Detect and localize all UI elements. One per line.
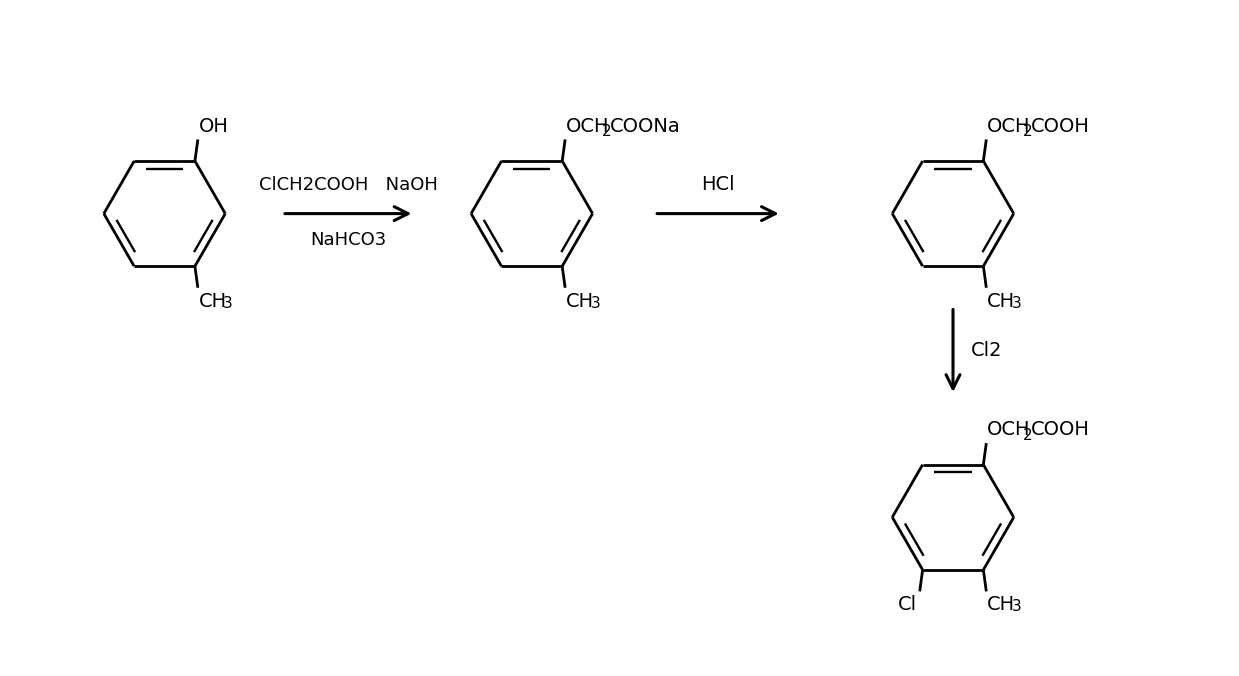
Text: COOH: COOH [1031, 420, 1090, 439]
Text: CH: CH [566, 291, 595, 311]
Text: Cl2: Cl2 [970, 341, 1002, 360]
Text: ClCH2COOH   NaOH: ClCH2COOH NaOH [259, 176, 437, 194]
Text: CH: CH [987, 596, 1016, 614]
Text: HCl: HCl [701, 175, 735, 194]
Text: OH: OH [198, 116, 229, 136]
Text: OCH: OCH [987, 420, 1031, 439]
Text: COOH: COOH [1031, 116, 1090, 136]
Text: 3: 3 [1012, 295, 1021, 310]
Text: 3: 3 [591, 295, 601, 310]
Text: OCH: OCH [987, 116, 1031, 136]
Text: NaHCO3: NaHCO3 [310, 231, 387, 249]
Text: OCH: OCH [566, 116, 610, 136]
Text: CH: CH [198, 291, 227, 311]
Text: CH: CH [987, 291, 1016, 311]
Text: 3: 3 [223, 295, 233, 310]
Text: 2: 2 [1022, 428, 1032, 443]
Text: 2: 2 [1022, 124, 1032, 139]
Text: Cl: Cl [897, 596, 917, 614]
Text: 3: 3 [1012, 599, 1021, 614]
Text: 2: 2 [601, 124, 611, 139]
Text: COONa: COONa [610, 116, 681, 136]
